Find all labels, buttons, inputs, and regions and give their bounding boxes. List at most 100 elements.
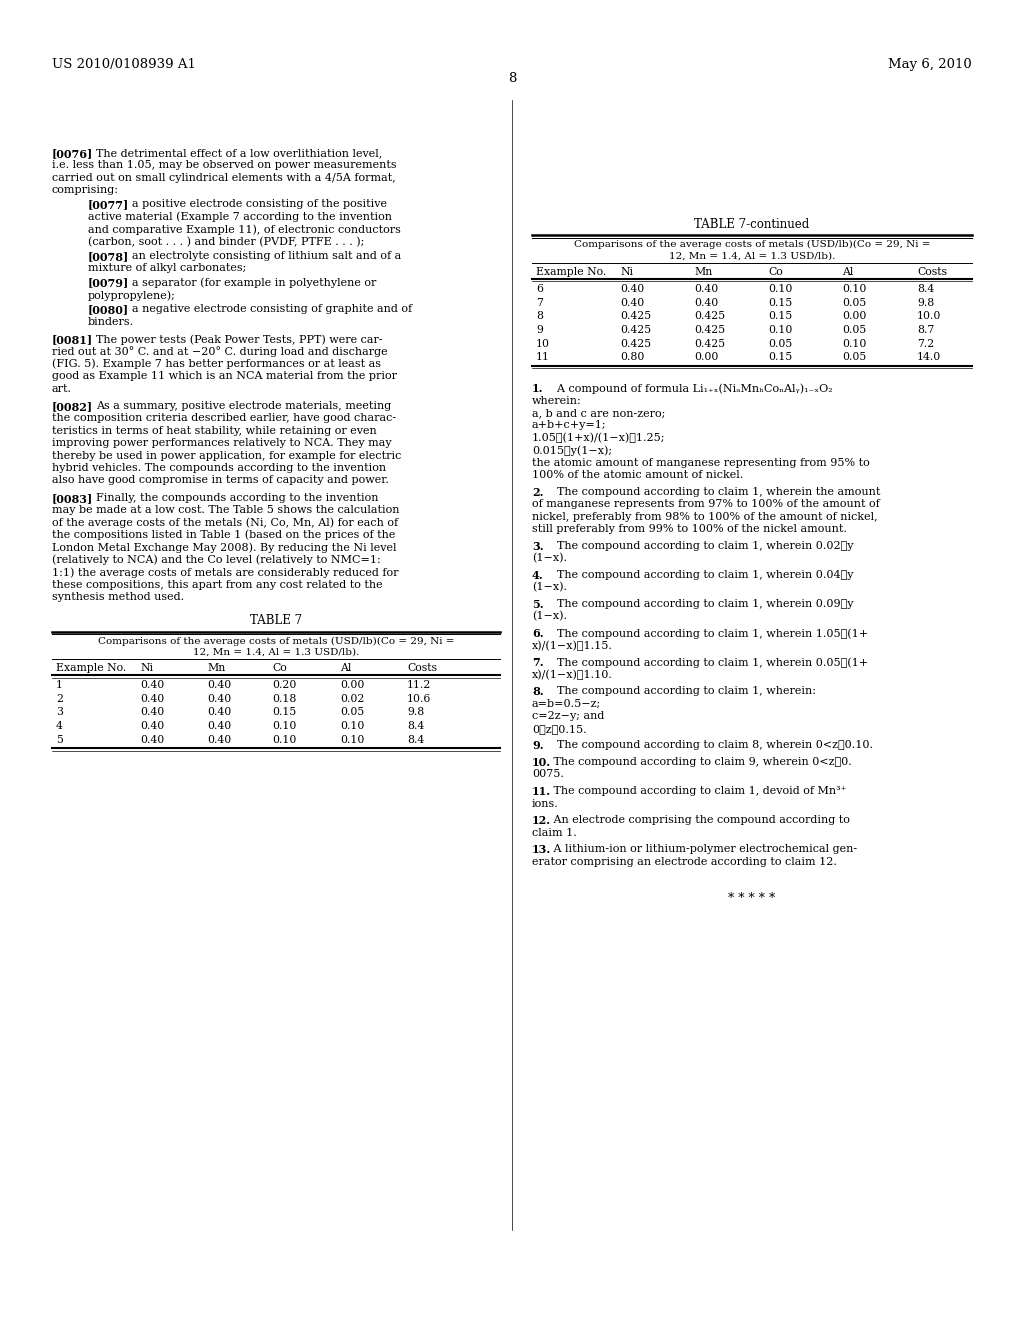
Text: also have good compromise in terms of capacity and power.: also have good compromise in terms of ca… — [52, 475, 389, 486]
Text: 0.10: 0.10 — [340, 735, 365, 744]
Text: thereby be used in power application, for example for electric: thereby be used in power application, fo… — [52, 450, 401, 461]
Text: Comparisons of the average costs of metals (USD/lb)(Co = 29, Ni =: Comparisons of the average costs of meta… — [97, 636, 455, 645]
Text: nickel, preferably from 98% to 100% of the amount of nickel,: nickel, preferably from 98% to 100% of t… — [532, 512, 878, 521]
Text: 8: 8 — [536, 312, 543, 321]
Text: 0.425: 0.425 — [620, 312, 651, 321]
Text: Costs: Costs — [918, 267, 947, 277]
Text: Costs: Costs — [407, 663, 437, 673]
Text: US 2010/0108939 A1: US 2010/0108939 A1 — [52, 58, 196, 71]
Text: 0.425: 0.425 — [620, 338, 651, 348]
Text: Ni: Ni — [140, 663, 153, 673]
Text: 6.: 6. — [532, 628, 544, 639]
Text: hybrid vehicles. The compounds according to the invention: hybrid vehicles. The compounds according… — [52, 463, 386, 473]
Text: Example No.: Example No. — [536, 267, 606, 277]
Text: synthesis method used.: synthesis method used. — [52, 591, 184, 602]
Text: 7: 7 — [536, 297, 543, 308]
Text: good as Example 11 which is an NCA material from the prior: good as Example 11 which is an NCA mater… — [52, 371, 397, 381]
Text: The compound according to claim 1, wherein 0.09≦y: The compound according to claim 1, where… — [550, 599, 853, 609]
Text: 13.: 13. — [532, 845, 551, 855]
Text: erator comprising an electrode according to claim 12.: erator comprising an electrode according… — [532, 857, 837, 867]
Text: TABLE 7-continued: TABLE 7-continued — [694, 218, 810, 231]
Text: and comparative Example 11), of electronic conductors: and comparative Example 11), of electron… — [88, 224, 400, 235]
Text: 0.40: 0.40 — [694, 284, 718, 294]
Text: c=2z−y; and: c=2z−y; and — [532, 711, 604, 721]
Text: [0080]: [0080] — [88, 304, 129, 315]
Text: 0.02: 0.02 — [340, 694, 365, 704]
Text: 10.0: 10.0 — [918, 312, 941, 321]
Text: The compound according to claim 1, wherein 0.02≦y: The compound according to claim 1, where… — [550, 541, 853, 550]
Text: 8.7: 8.7 — [918, 325, 934, 335]
Text: ried out at 30° C. and at −20° C. during load and discharge: ried out at 30° C. and at −20° C. during… — [52, 346, 388, 358]
Text: Al: Al — [842, 267, 853, 277]
Text: A lithium-ion or lithium-polymer electrochemical gen-: A lithium-ion or lithium-polymer electro… — [550, 845, 857, 854]
Text: [0083]: [0083] — [52, 492, 93, 504]
Text: 0.10: 0.10 — [842, 338, 866, 348]
Text: these compositions, this apart from any cost related to the: these compositions, this apart from any … — [52, 579, 383, 590]
Text: [0077]: [0077] — [88, 199, 129, 210]
Text: the compositions listed in Table 1 (based on the prices of the: the compositions listed in Table 1 (base… — [52, 529, 395, 540]
Text: 8: 8 — [508, 73, 516, 84]
Text: 0.20: 0.20 — [272, 680, 296, 690]
Text: 1.05≦(1+x)/(1−x)≦1.25;: 1.05≦(1+x)/(1−x)≦1.25; — [532, 433, 666, 444]
Text: 10: 10 — [536, 338, 550, 348]
Text: 0.80: 0.80 — [620, 352, 644, 362]
Text: 7.: 7. — [532, 657, 544, 668]
Text: [0082]: [0082] — [52, 401, 93, 412]
Text: 7.2: 7.2 — [918, 338, 934, 348]
Text: 0.10: 0.10 — [768, 325, 793, 335]
Text: (carbon, soot . . . ) and binder (PVDF, PTFE . . . );: (carbon, soot . . . ) and binder (PVDF, … — [88, 236, 365, 247]
Text: teristics in terms of heat stability, while retaining or even: teristics in terms of heat stability, wh… — [52, 426, 377, 436]
Text: 0.40: 0.40 — [140, 735, 164, 744]
Text: 8.4: 8.4 — [407, 721, 424, 731]
Text: 5.: 5. — [532, 599, 544, 610]
Text: 11.: 11. — [532, 787, 551, 797]
Text: mixture of alkyl carbonates;: mixture of alkyl carbonates; — [88, 263, 247, 273]
Text: An electrode comprising the compound according to: An electrode comprising the compound acc… — [550, 816, 850, 825]
Text: 12.: 12. — [532, 816, 551, 826]
Text: a=b=0.5−z;: a=b=0.5−z; — [532, 698, 601, 709]
Text: 0.05: 0.05 — [842, 325, 866, 335]
Text: 11: 11 — [536, 352, 550, 362]
Text: A compound of formula Li₁₊ₓ(NiₐMnₕCoₙAlᵧ)₁₋ₓO₂: A compound of formula Li₁₊ₓ(NiₐMnₕCoₙAlᵧ… — [550, 383, 833, 393]
Text: The compound according to claim 1, wherein 0.04≦y: The compound according to claim 1, where… — [550, 570, 853, 579]
Text: of manganese represents from 97% to 100% of the amount of: of manganese represents from 97% to 100%… — [532, 499, 880, 510]
Text: 9: 9 — [536, 325, 543, 335]
Text: 0.10: 0.10 — [272, 735, 296, 744]
Text: 0.015≦y(1−x);: 0.015≦y(1−x); — [532, 445, 612, 455]
Text: The power tests (Peak Power Tests, PPT) were car-: The power tests (Peak Power Tests, PPT) … — [96, 334, 383, 345]
Text: 14.0: 14.0 — [918, 352, 941, 362]
Text: London Metal Exchange May 2008). By reducing the Ni level: London Metal Exchange May 2008). By redu… — [52, 543, 396, 553]
Text: 0.05: 0.05 — [768, 338, 793, 348]
Text: 0.10: 0.10 — [272, 721, 296, 731]
Text: 0.00: 0.00 — [842, 312, 866, 321]
Text: The compound according to claim 1, devoid of Mn³⁺: The compound according to claim 1, devoi… — [550, 787, 847, 796]
Text: [0078]: [0078] — [88, 251, 129, 261]
Text: 1:1) the average costs of metals are considerably reduced for: 1:1) the average costs of metals are con… — [52, 568, 398, 578]
Text: * * * * *: * * * * * — [728, 891, 775, 904]
Text: 0.40: 0.40 — [140, 694, 164, 704]
Text: The compound according to claim 1, wherein 0.05≦(1+: The compound according to claim 1, where… — [550, 657, 868, 668]
Text: 12, Mn = 1.4, Al = 1.3 USD/lb).: 12, Mn = 1.4, Al = 1.3 USD/lb). — [669, 252, 836, 260]
Text: 4: 4 — [56, 721, 62, 731]
Text: 0.05: 0.05 — [842, 352, 866, 362]
Text: 4.: 4. — [532, 570, 544, 581]
Text: a negative electrode consisting of graphite and of: a negative electrode consisting of graph… — [132, 304, 412, 314]
Text: 3.: 3. — [532, 541, 544, 552]
Text: (FIG. 5). Example 7 has better performances or at least as: (FIG. 5). Example 7 has better performan… — [52, 359, 381, 370]
Text: Example No.: Example No. — [56, 663, 126, 673]
Text: x)/(1−x)≦1.15.: x)/(1−x)≦1.15. — [532, 640, 613, 651]
Text: 0.40: 0.40 — [140, 680, 164, 690]
Text: 9.8: 9.8 — [407, 708, 424, 718]
Text: i.e. less than 1.05, may be observed on power measurements: i.e. less than 1.05, may be observed on … — [52, 161, 396, 170]
Text: a, b and c are non-zero;: a, b and c are non-zero; — [532, 408, 666, 418]
Text: the composition criteria described earlier, have good charac-: the composition criteria described earli… — [52, 413, 396, 424]
Text: (1−x).: (1−x). — [532, 582, 567, 593]
Text: binders.: binders. — [88, 317, 134, 326]
Text: 0.00: 0.00 — [340, 680, 365, 690]
Text: TABLE 7: TABLE 7 — [250, 614, 302, 627]
Text: (1−x).: (1−x). — [532, 553, 567, 564]
Text: 0.40: 0.40 — [207, 735, 231, 744]
Text: 0.10: 0.10 — [842, 284, 866, 294]
Text: may be made at a low cost. The Table 5 shows the calculation: may be made at a low cost. The Table 5 s… — [52, 506, 399, 515]
Text: 0.15: 0.15 — [768, 312, 793, 321]
